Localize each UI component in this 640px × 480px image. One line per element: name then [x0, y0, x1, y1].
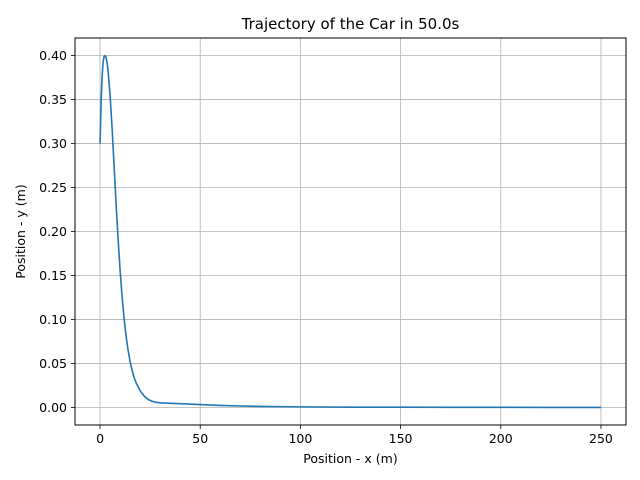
x-tick-label: 200	[489, 431, 513, 446]
y-tick-label: 0.05	[39, 356, 67, 371]
y-axis-label: Position - y (m)	[13, 184, 28, 278]
chart-title: Trajectory of the Car in 50.0s	[241, 15, 460, 33]
y-tick-label: 0.15	[39, 268, 67, 283]
y-tick-label: 0.25	[39, 180, 67, 195]
x-tick-label: 100	[288, 431, 312, 446]
y-tick-label: 0.10	[39, 312, 67, 327]
y-tick-label: 0.30	[39, 136, 67, 151]
trajectory-line	[99, 54, 601, 409]
y-tick-label: 0.35	[39, 92, 67, 107]
plot-area	[99, 54, 601, 409]
x-axis-label: Position - x (m)	[303, 451, 397, 466]
y-tick-label: 0.00	[39, 400, 67, 415]
x-tick-label: 0	[96, 431, 104, 446]
x-tick-label: 50	[192, 431, 208, 446]
y-tick-label: 0.40	[39, 48, 67, 63]
y-tick-label: 0.20	[39, 224, 67, 239]
x-tick-label: 250	[589, 431, 613, 446]
ticks: 0 50 100 150 200 250 0.00 0.05 0.10 0.15 0.20 0.25 0…	[39, 48, 613, 446]
x-tick-label: 150	[389, 431, 413, 446]
grid	[75, 38, 626, 425]
